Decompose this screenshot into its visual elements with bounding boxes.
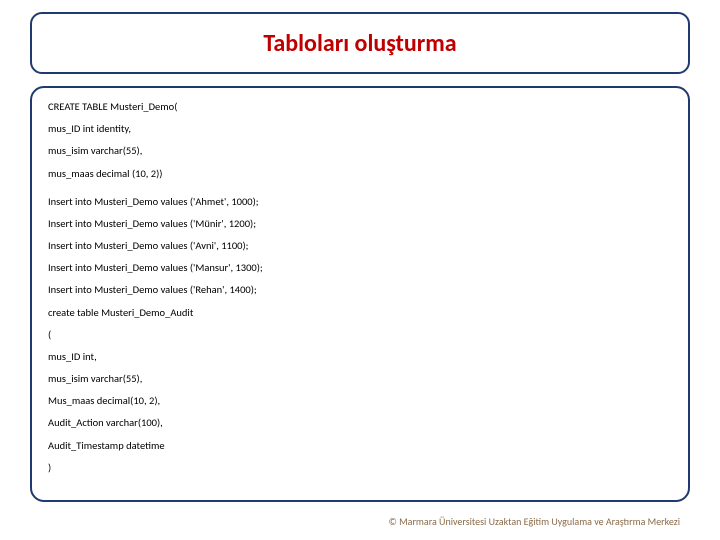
content-box: CREATE TABLE Musteri_Demo( mus_ID int id… (30, 86, 690, 502)
code-line: mus_maas decimal (10, 2)) (48, 167, 672, 181)
code-line: mus_isim varchar(55), (48, 144, 672, 158)
code-line: create table Musteri_Demo_Audit (48, 306, 672, 320)
title-box: Tabloları oluşturma (30, 12, 690, 74)
code-line: Mus_maas decimal(10, 2), (48, 394, 672, 408)
code-line: Insert into Musteri_Demo values ('Münir'… (48, 217, 672, 231)
code-line: Audit_Action varchar(100), (48, 416, 672, 430)
slide-title: Tabloları oluşturma (263, 29, 456, 58)
footer-text: © Marmara Üniversitesi Uzaktan Eğitim Uy… (389, 515, 681, 528)
code-line: Insert into Musteri_Demo values ('Rehan'… (48, 283, 672, 297)
code-line: mus_isim varchar(55), (48, 372, 672, 386)
code-line: ) (48, 461, 672, 475)
code-line: Insert into Musteri_Demo values ('Ahmet'… (48, 195, 672, 209)
code-line: Audit_Timestamp datetime (48, 439, 672, 453)
code-line: Insert into Musteri_Demo values ('Mansur… (48, 261, 672, 275)
code-line: mus_ID int identity, (48, 122, 672, 136)
code-line: ( (48, 328, 672, 342)
code-line: mus_ID int, (48, 350, 672, 364)
code-line: CREATE TABLE Musteri_Demo( (48, 100, 672, 114)
code-line: Insert into Musteri_Demo values ('Avni',… (48, 239, 672, 253)
